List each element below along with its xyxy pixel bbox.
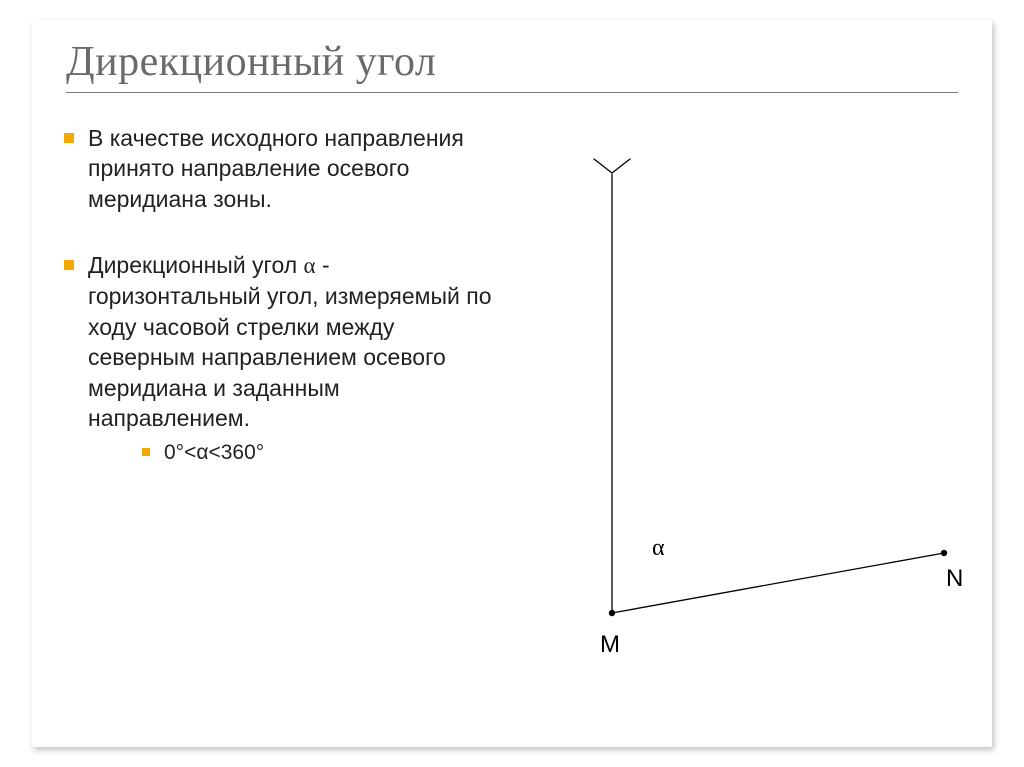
slide-title: Дирекционный угол bbox=[66, 38, 958, 86]
alpha-symbol: α bbox=[304, 253, 316, 278]
diagram-label-n: N bbox=[946, 565, 963, 593]
diagram-column: α M N bbox=[492, 123, 968, 683]
bullet-text-2-suffix: - горизонтальный угол, измеряемый по ход… bbox=[88, 252, 492, 431]
diagram-label-alpha: α bbox=[652, 535, 665, 562]
range-text: 0°<α<360° bbox=[164, 441, 264, 464]
sub-bullet-list: 0°<α<360° bbox=[142, 439, 492, 467]
bullet-text-2-prefix: Дирекционный угол bbox=[88, 252, 304, 278]
bullet-item-1: В качестве исходного направления принято… bbox=[62, 123, 492, 214]
bullet-text-1: В качестве исходного направления принято… bbox=[88, 125, 464, 212]
slide: Дирекционный угол В качестве исходного н… bbox=[0, 0, 1024, 767]
sub-bullet-range: 0°<α<360° bbox=[142, 439, 492, 467]
content-row: В качестве исходного направления принято… bbox=[32, 93, 992, 683]
diagram-label-m: M bbox=[600, 631, 620, 659]
bullet-item-2: Дирекционный угол α - горизонтальный уго… bbox=[62, 250, 492, 468]
bullet-list: В качестве исходного направления принято… bbox=[62, 123, 492, 468]
text-column: В качестве исходного направления принято… bbox=[62, 123, 492, 504]
slide-frame: Дирекционный угол В качестве исходного н… bbox=[32, 20, 992, 747]
title-area: Дирекционный угол bbox=[32, 20, 992, 93]
angle-diagram-svg bbox=[492, 123, 992, 683]
